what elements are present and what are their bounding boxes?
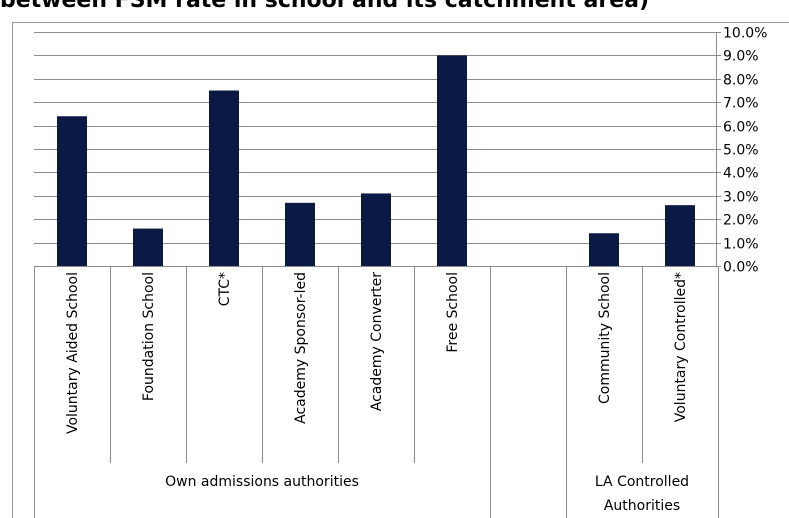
y-tick-label: 0.0% xyxy=(723,260,759,276)
bar xyxy=(57,116,87,267)
y-tick-label: 1.0% xyxy=(723,237,759,253)
category-label: Community School xyxy=(597,272,613,404)
y-tick-label: 10.0% xyxy=(723,26,767,42)
group-label: Own admissions authorities xyxy=(165,474,359,490)
bar xyxy=(361,193,391,266)
category-label: Foundation School xyxy=(141,272,157,401)
y-tick-label: 2.0% xyxy=(723,213,759,229)
category-label: Free School xyxy=(445,272,461,353)
bar xyxy=(285,202,315,266)
group-label: LA Controlled Authorities xyxy=(595,474,689,514)
category-label: Academy Sponsor-led xyxy=(293,272,309,424)
y-tick-label: 5.0% xyxy=(723,143,759,159)
bar xyxy=(665,205,695,266)
y-tick-label: 9.0% xyxy=(723,49,759,65)
y-tick-label: 3.0% xyxy=(723,190,759,206)
y-tick-label: 6.0% xyxy=(723,120,759,136)
bar xyxy=(437,55,467,267)
category-label: Voluntary Aided School xyxy=(65,272,81,434)
chart-frame xyxy=(12,22,789,518)
y-tick-label: 7.0% xyxy=(723,96,759,112)
y-tick-label: 4.0% xyxy=(723,166,759,182)
bar xyxy=(133,228,163,266)
chart-title-strip: between FSM rate in school and its catch… xyxy=(0,0,789,22)
y-tick-label: 8.0% xyxy=(723,73,759,89)
category-label: CTC* xyxy=(217,272,233,306)
bar xyxy=(589,233,619,266)
category-label: Voluntary Controlled* xyxy=(673,272,689,422)
chart-title: between FSM rate in school and its catch… xyxy=(0,0,650,13)
bar xyxy=(209,90,239,266)
category-label: Academy Converter xyxy=(369,272,385,411)
